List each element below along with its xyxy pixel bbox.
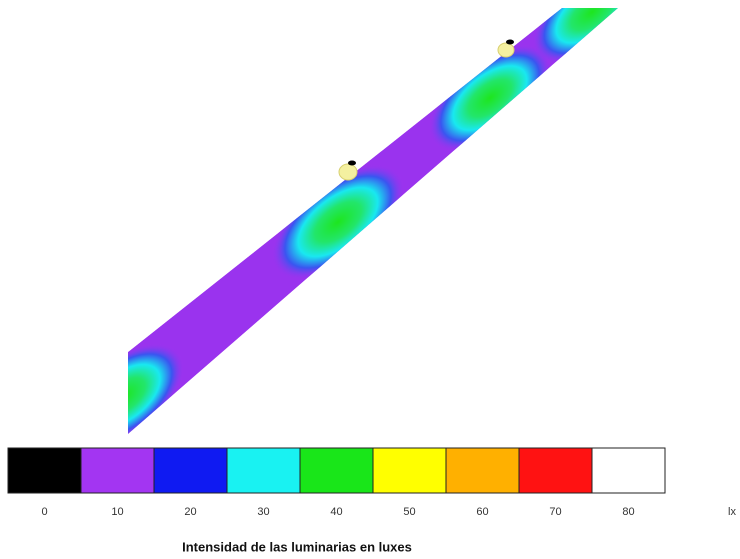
light-spot: [271, 164, 405, 280]
unit-label: lx: [728, 506, 736, 518]
luminaire-body: [497, 42, 515, 58]
luminaire-body: [338, 163, 358, 181]
legend-value: 0: [41, 506, 47, 518]
color-legend: 0 10 20 30 40 50 60 70 80: [7, 447, 666, 518]
caption: Intensidad de las luminarias en luxes: [182, 539, 412, 554]
light-spot: [532, 8, 618, 64]
legend-value: 50: [403, 506, 415, 518]
light-spot: [428, 44, 552, 152]
legend-value: 60: [476, 506, 488, 518]
legend-swatch: [518, 447, 593, 494]
legend-swatch: [153, 447, 228, 494]
luminaire-head: [506, 39, 514, 45]
legend-value: 40: [330, 506, 342, 518]
luminaire: [497, 39, 515, 58]
legend-swatch: [372, 447, 447, 494]
legend-swatch: [226, 447, 301, 494]
legend-swatch: [591, 447, 666, 494]
legend-value: 30: [257, 506, 269, 518]
legend-value: 80: [622, 506, 634, 518]
legend-swatch: [445, 447, 520, 494]
legend-swatch: [7, 447, 82, 494]
light-spot: [128, 343, 184, 434]
legend-value: 10: [111, 506, 123, 518]
legend-swatch: [299, 447, 374, 494]
road-surface: [128, 8, 618, 434]
legend-value: 20: [184, 506, 196, 518]
legend-value: 70: [549, 506, 561, 518]
luminaire-head: [348, 160, 356, 166]
legend-swatch: [80, 447, 155, 494]
luminaire: [338, 160, 358, 181]
